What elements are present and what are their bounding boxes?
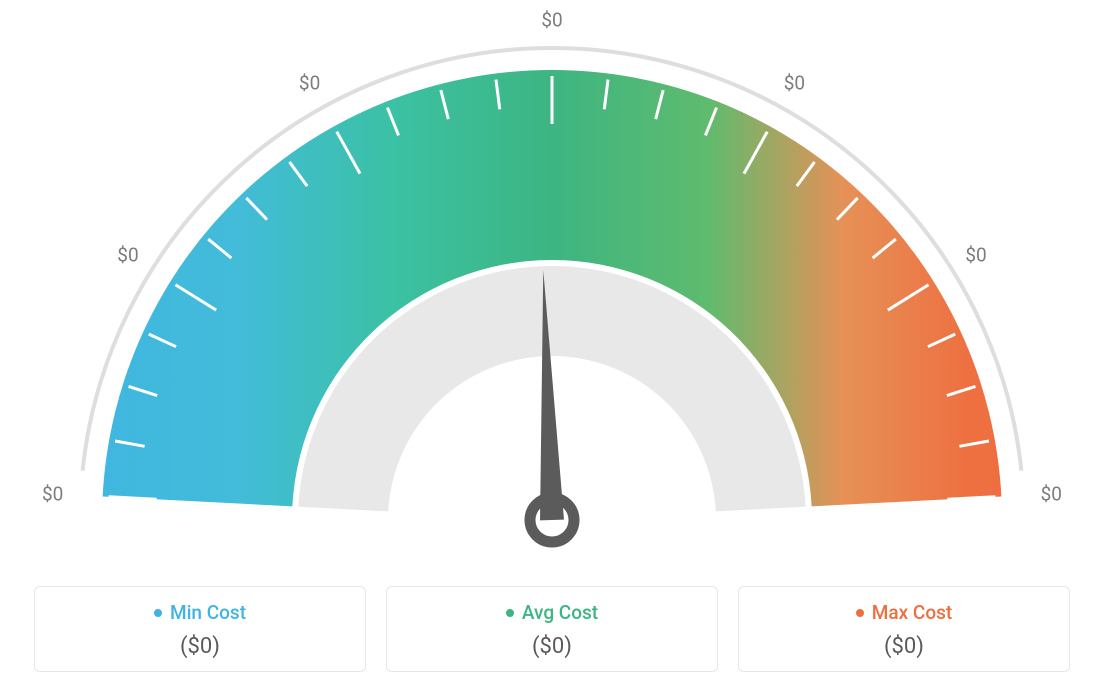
legend-value-min: ($0) [45,634,355,659]
legend-value-max: ($0) [749,634,1059,659]
legend-title-min: Min Cost [154,601,246,624]
legend-row: Min Cost ($0) Avg Cost ($0) Max Cost ($0… [34,586,1070,672]
legend-card-min: Min Cost ($0) [34,586,366,672]
legend-card-max: Max Cost ($0) [738,586,1070,672]
cost-gauge: $0 $0 $0 $0 $0 $0 $0 [32,0,1072,560]
gauge-scale-label: $0 [117,244,138,267]
gauge-scale-label: $0 [299,71,320,94]
gauge-scale-label: $0 [42,482,63,505]
legend-dot-max [856,609,864,617]
legend-label-avg: Avg Cost [522,601,598,624]
legend-label-min: Min Cost [170,601,246,624]
legend-label-max: Max Cost [872,601,952,624]
gauge-scale-label: $0 [1041,482,1062,505]
gauge-svg [32,0,1072,560]
gauge-scale-label: $0 [965,244,986,267]
legend-title-avg: Avg Cost [506,601,598,624]
legend-value-avg: ($0) [397,634,707,659]
legend-title-max: Max Cost [856,601,952,624]
gauge-scale-label: $0 [541,9,562,32]
gauge-scale-label: $0 [784,71,805,94]
legend-card-avg: Avg Cost ($0) [386,586,718,672]
legend-dot-avg [506,609,514,617]
legend-dot-min [154,609,162,617]
